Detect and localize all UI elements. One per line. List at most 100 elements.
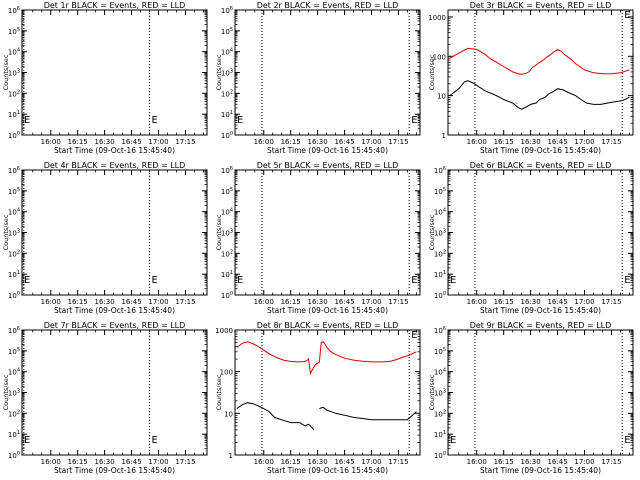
e-marker-label: E [152,275,158,286]
x-axis-title: Start Time (09-Oct-16 15:45:40) [267,306,388,315]
y-tick-label: 102 [434,409,446,418]
y-tick-label: 106 [221,166,233,175]
y-axis-title: Counts/sec [2,54,10,90]
y-tick-label: 105 [221,27,233,36]
y-tick-label: 103 [8,229,20,238]
plot-frame [234,9,421,136]
y-tick-label: 101 [8,110,20,119]
x-tick-label: 16:15 [494,458,514,466]
y-tick-label: 100 [433,53,446,61]
y-tick-label: 104 [434,368,446,377]
detector-panel-6: Det 6r BLACK = Events, RED = LLD 100 101 10… [428,161,634,315]
x-tick-label: 17:00 [574,458,594,466]
x-axis-title: Start Time (09-Oct-16 15:45:40) [480,146,601,155]
panel-title: Det 7r BLACK = Events, RED = LLD [44,321,186,330]
x-tick-label: 16:30 [521,458,541,466]
detector-panel-8: Det 8r BLACK = Events, RED = LLD 1 10 100 10… [215,321,421,475]
x-tick-label: 16:30 [308,138,328,146]
x-tick-label: 17:00 [148,298,168,306]
y-tick-label: 105 [221,187,233,196]
y-axis-title: Counts/sec [428,374,436,410]
x-tick-label: 16:15 [494,298,514,306]
x-tick-label: 16:00 [41,298,61,306]
y-tick-label: 106 [8,326,20,335]
e-marker-label: E [411,275,417,286]
y-axis-title: Counts/sec [2,214,10,250]
detector-panel-7: Det 7r BLACK = Events, RED = LLD 100 101 10… [2,321,208,475]
x-tick-label: 17:15 [601,138,621,146]
y-tick-label: 103 [8,389,20,398]
x-tick-label: 16:00 [254,298,274,306]
panel-title: Det 2r BLACK = Events, RED = LLD [257,1,399,10]
y-tick-label: 1000 [215,327,233,335]
x-tick-label: 16:00 [41,138,61,146]
e-marker-label: E [411,115,417,126]
y-tick-label: 101 [434,270,446,279]
x-tick-label: 16:00 [254,138,274,146]
x-tick-label: 16:30 [95,138,115,146]
x-axis-title: Start Time (09-Oct-16 15:45:40) [480,466,601,475]
y-axis-title: Counts/sec [215,214,223,250]
x-tick-label: 16:45 [334,138,354,146]
e-marker-label: E [237,115,243,126]
x-tick-label: 17:15 [601,458,621,466]
y-tick-label: 101 [8,430,20,439]
y-tick-label: 102 [434,249,446,258]
e-marker-label: E [152,115,158,126]
x-tick-label: 17:15 [388,458,408,466]
y-axis-title: Counts/sec [215,374,223,410]
x-tick-label: 16:45 [547,138,567,146]
x-tick-label: 17:15 [601,298,621,306]
y-axis-title: Counts/sec [428,54,436,90]
x-tick-label: 16:15 [494,138,514,146]
x-tick-label: 17:00 [361,298,381,306]
plot-frame [447,9,634,136]
plot-frame [234,169,421,296]
y-tick-label: 105 [8,27,20,36]
x-tick-label: 17:15 [175,458,195,466]
x-tick-label: 16:15 [281,298,301,306]
e-marker-label: E [24,275,30,286]
x-tick-label: 16:00 [467,138,487,146]
plot-frame [234,329,421,456]
x-tick-label: 16:15 [281,138,301,146]
lld-series-line [236,341,417,376]
x-axis-title: Start Time (09-Oct-16 15:45:40) [480,306,601,315]
panel-title: Det 6r BLACK = Events, RED = LLD [470,161,612,170]
panel-title: Det 3r BLACK = Events, RED = LLD [470,1,612,10]
x-axis-title: Start Time (09-Oct-16 15:45:40) [267,466,388,475]
y-axis-title: Counts/sec [2,374,10,410]
x-tick-label: 17:00 [574,298,594,306]
y-tick-label: 102 [8,249,20,258]
x-tick-label: 16:00 [41,458,61,466]
y-tick-label: 104 [221,208,233,217]
y-tick-label: 103 [8,69,20,78]
detector-panel-2: Det 2r BLACK = Events, RED = LLD 100 101 10… [215,1,421,155]
x-tick-label: 17:15 [175,138,195,146]
x-tick-label: 16:30 [521,138,541,146]
x-tick-label: 16:30 [308,298,328,306]
x-tick-label: 17:00 [148,138,168,146]
y-tick-label: 102 [221,89,233,98]
detector-panel-3: Det 3r BLACK = Events, RED = LLD 1 10 100 10… [428,1,634,155]
plot-frame [21,169,208,296]
y-axis-title: Counts/sec [215,54,223,90]
detector-panel-9: Det 9r BLACK = Events, RED = LLD 100 101 10… [428,321,634,475]
x-tick-label: 16:45 [121,298,141,306]
y-axis-title: Counts/sec [428,214,436,250]
y-tick-label: 1000 [428,14,446,22]
e-marker-label: E [450,435,456,446]
x-tick-label: 16:45 [547,458,567,466]
plot-frame [21,9,208,136]
detector-panel-5: Det 5r BLACK = Events, RED = LLD 100 101 10… [215,161,421,315]
y-tick-label: 103 [221,69,233,78]
events-series-line [449,80,630,110]
x-tick-label: 16:00 [254,458,274,466]
y-tick-label: 100 [8,131,20,140]
e-marker-label: E [624,275,630,286]
x-axis-title: Start Time (09-Oct-16 15:45:40) [54,306,175,315]
x-tick-label: 16:15 [281,458,301,466]
y-tick-label: 105 [8,187,20,196]
x-tick-label: 17:00 [361,138,381,146]
